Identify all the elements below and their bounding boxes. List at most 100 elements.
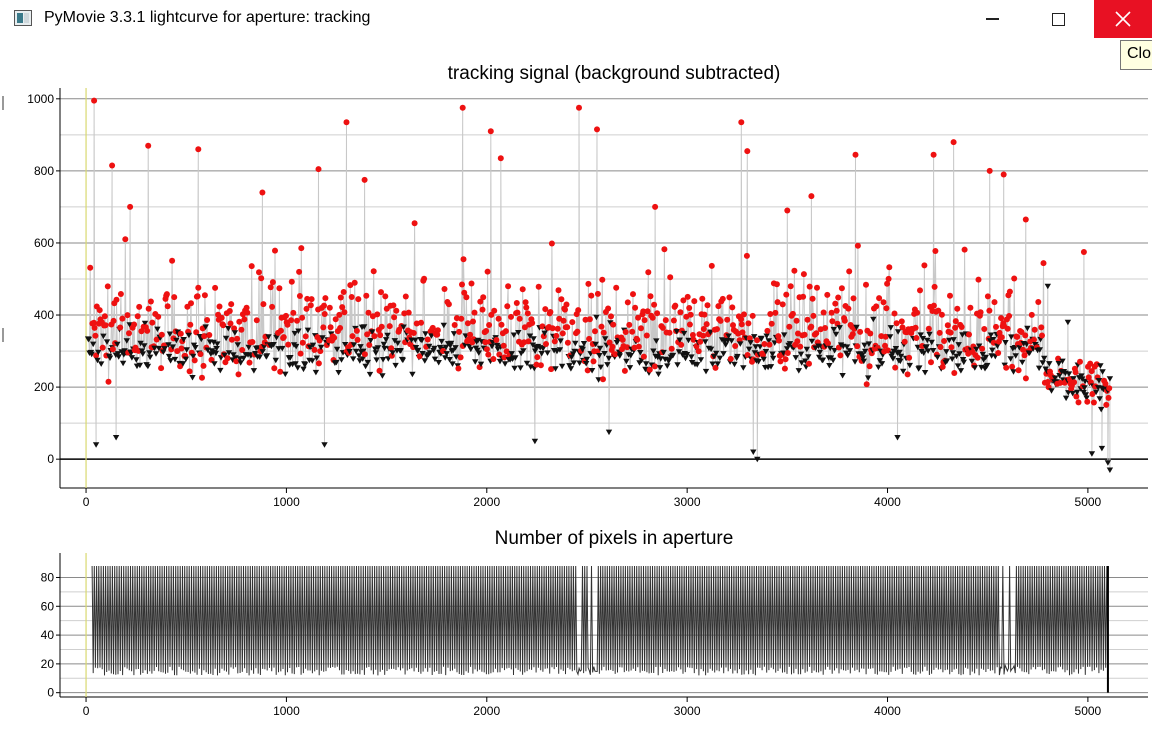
signal-point-even: [508, 313, 514, 320]
signal-point-odd: [151, 345, 158, 352]
signal-point-even: [326, 304, 333, 311]
signal-point-odd: [1048, 388, 1055, 394]
signal-point-even: [144, 327, 151, 334]
signal-point-odd: [190, 353, 197, 360]
signal-point-odd: [994, 343, 1001, 349]
signal-point-odd: [676, 337, 683, 343]
signal-point-even: [772, 309, 779, 316]
x-tick-label: 4000: [874, 495, 901, 509]
minimize-button[interactable]: [963, 0, 1021, 38]
signal-point-even: [743, 252, 750, 259]
signal-point-odd: [1099, 369, 1106, 375]
signal-point-even: [304, 295, 311, 302]
plot-1-title: tracking signal (background subtracted): [448, 63, 781, 84]
signal-point-odd: [166, 331, 174, 337]
signal-point-odd: [655, 371, 662, 378]
signal-point-even: [708, 262, 715, 269]
signal-point-even: [882, 333, 889, 340]
signal-point-even: [1087, 360, 1094, 367]
signal-point-even: [249, 339, 256, 345]
signal-point-odd: [221, 352, 228, 359]
signal-point-even: [936, 329, 943, 336]
signal-point-even: [483, 328, 490, 334]
y-tick-label: 800: [34, 164, 54, 178]
signal-point-even: [315, 166, 322, 173]
signal-point-even: [241, 316, 248, 323]
signal-point-even: [732, 343, 739, 349]
signal-point-even: [497, 155, 504, 162]
signal-point-odd: [626, 365, 634, 371]
signal-point-odd: [917, 332, 924, 338]
signal-point-even: [793, 317, 800, 324]
signal-point-odd: [511, 365, 518, 372]
signal-point-even: [647, 293, 654, 300]
signal-point-odd: [477, 361, 485, 368]
signal-point-even: [892, 364, 899, 371]
signal-point-odd: [510, 332, 518, 338]
signal-point-even: [1031, 326, 1038, 333]
signal-point-even: [134, 313, 141, 320]
signal-line: [87, 100, 1111, 470]
signal-point-even: [981, 326, 988, 332]
signal-point-even: [564, 339, 571, 346]
signal-point-even: [582, 316, 589, 323]
signal-point-even: [391, 314, 398, 321]
signal-point-even: [177, 330, 184, 337]
signal-point-odd: [827, 345, 834, 352]
signal-point-even: [588, 292, 595, 299]
signal-point-even: [991, 299, 998, 306]
signal-point-odd: [1044, 283, 1051, 290]
signal-point-even: [1044, 379, 1051, 385]
signal-point-even: [829, 318, 836, 325]
signal-point-even: [513, 300, 520, 306]
maximize-button[interactable]: [1029, 0, 1087, 38]
signal-point-even: [774, 299, 781, 306]
signal-point-odd: [921, 370, 929, 376]
signal-point-odd: [1073, 389, 1081, 396]
signal-point-even: [659, 324, 666, 331]
signal-point-even: [104, 283, 111, 290]
signal-point-even: [585, 280, 592, 287]
signal-point-even: [493, 337, 500, 343]
signal-point-even: [930, 302, 937, 309]
signal-point-even: [378, 289, 384, 296]
signal-point-even: [701, 311, 708, 318]
signal-point-odd: [372, 350, 379, 356]
signal-point-even: [424, 336, 431, 343]
signal-point-odd: [960, 359, 967, 366]
signal-point-even: [524, 310, 531, 317]
signal-point-even: [739, 329, 746, 336]
signal-point-even: [775, 333, 782, 340]
signal-point-even: [236, 318, 243, 325]
signal-point-odd: [920, 350, 927, 356]
signal-point-odd: [294, 365, 301, 371]
signal-point-odd: [112, 435, 120, 441]
signal-point-odd: [123, 338, 130, 344]
signal-point-even: [283, 312, 289, 319]
signal-point-even: [605, 305, 612, 312]
signal-point-odd: [230, 352, 237, 358]
signal-point-odd: [260, 344, 268, 350]
close-button[interactable]: [1094, 0, 1152, 38]
signal-point-odd: [1036, 347, 1043, 353]
signal-point-even: [514, 309, 521, 316]
signal-point-even: [200, 362, 207, 369]
signal-point-even: [99, 344, 106, 351]
signal-point-odd: [399, 357, 407, 364]
signal-point-even: [429, 324, 436, 331]
signal-point-even: [600, 329, 607, 336]
signal-point-even: [951, 370, 958, 376]
signal-point-even: [522, 299, 529, 306]
signal-point-odd: [859, 352, 866, 358]
signal-point-odd: [605, 355, 613, 362]
signal-point-odd: [897, 358, 904, 365]
signal-point-odd: [467, 346, 474, 353]
signal-point-odd: [313, 355, 320, 361]
signal-point-odd: [576, 360, 583, 366]
signal-point-odd: [520, 348, 527, 354]
signal-point-odd: [751, 350, 759, 356]
signal-point-even: [626, 321, 633, 328]
signal-point-even: [468, 280, 475, 287]
minimize-icon: [985, 18, 999, 20]
signal-point-even: [463, 294, 470, 301]
